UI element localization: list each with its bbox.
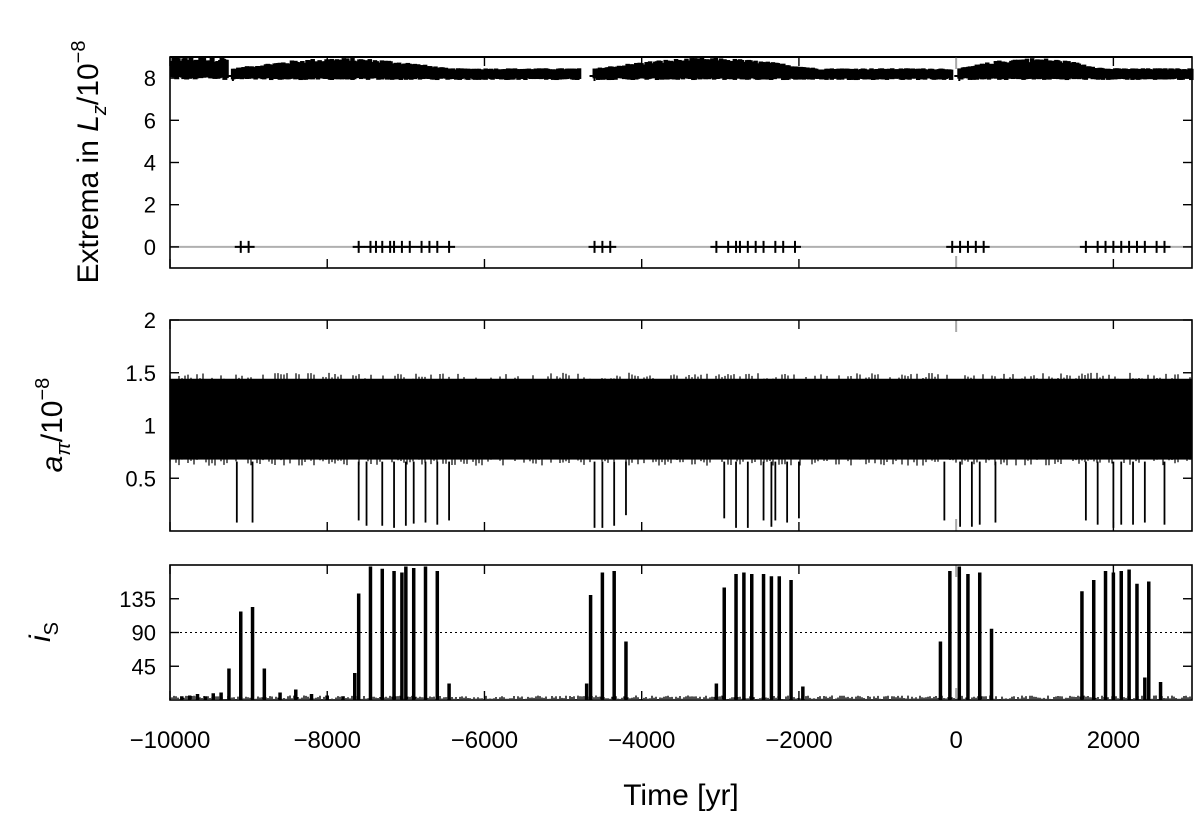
minimum-marker xyxy=(757,240,770,253)
xtick-label: −4000 xyxy=(608,727,675,754)
minimum-marker xyxy=(403,240,416,253)
lz-frame xyxy=(169,56,1193,269)
ytick-label: 2 xyxy=(144,193,156,218)
a-pi-series xyxy=(169,372,1192,528)
i-s-spikes xyxy=(169,566,1193,700)
panel-lz-extrema: 0 2 4 6 8 Extrema in Lz/10−8 xyxy=(68,41,1194,284)
minimum-marker xyxy=(710,240,723,253)
i-s-frame xyxy=(169,564,1193,701)
ytick-label: 0.5 xyxy=(125,466,156,491)
minimum-marker xyxy=(777,240,790,253)
i-s-baseline xyxy=(169,695,1193,700)
minimum-marker xyxy=(604,240,617,253)
minimum-marker xyxy=(242,240,255,253)
extrema-marker xyxy=(223,59,229,79)
ytick-label: 90 xyxy=(132,621,156,646)
minimum-marker xyxy=(1079,240,1092,253)
minimum-marker xyxy=(788,240,801,253)
xtick-label: −2000 xyxy=(765,727,832,754)
panel-i-s: 45 90 135 iS xyxy=(24,564,1193,701)
lz-ylabel: Extrema in Lz/10−8 xyxy=(68,41,111,284)
minimum-marker xyxy=(352,240,365,253)
extrema-marker xyxy=(589,70,600,81)
extrema-marker xyxy=(948,69,954,80)
xtick-label: −10000 xyxy=(130,727,211,754)
ytick-label: 135 xyxy=(119,587,156,612)
time-axis: −10000 −8000 −6000 −4000 −2000 0 2000 xyxy=(130,727,1140,754)
ytick-label: 1 xyxy=(144,414,156,439)
a-pi-ylabel: aπ/10−8 xyxy=(32,378,75,473)
ytick-label: 8 xyxy=(144,66,156,91)
xtick-label: 2000 xyxy=(1087,727,1140,754)
minimum-marker xyxy=(1138,240,1151,253)
xtick-label: −8000 xyxy=(294,727,361,754)
minimum-marker xyxy=(1158,240,1171,253)
ytick-label: 45 xyxy=(132,654,156,679)
minimum-marker xyxy=(431,240,444,253)
extrema-marker xyxy=(576,68,582,79)
i-s-ylabel: iS xyxy=(24,622,63,642)
a-pi-oscillation xyxy=(169,372,1191,466)
panel-a-pi: 0.5 1 1.5 2 aπ/10−8 xyxy=(32,308,1193,532)
extrema-marker xyxy=(227,70,238,81)
lz-extrema-markers xyxy=(170,56,1194,253)
x-axis-label: Time [yr] xyxy=(623,779,739,812)
ytick-label: 1.5 xyxy=(125,361,156,386)
ytick-label: 4 xyxy=(144,151,156,176)
a-pi-frame xyxy=(169,319,1193,532)
minimum-marker xyxy=(977,240,990,253)
extrema-marker xyxy=(954,70,965,81)
xtick-label: −6000 xyxy=(451,727,518,754)
minimum-marker xyxy=(443,240,456,253)
ytick-label: 6 xyxy=(144,108,156,133)
xtick-label: 0 xyxy=(949,727,962,754)
lz-yticks: 0 2 4 6 8 xyxy=(144,57,1192,268)
ytick-label: 0 xyxy=(144,235,156,260)
ytick-label: 2 xyxy=(144,308,156,333)
